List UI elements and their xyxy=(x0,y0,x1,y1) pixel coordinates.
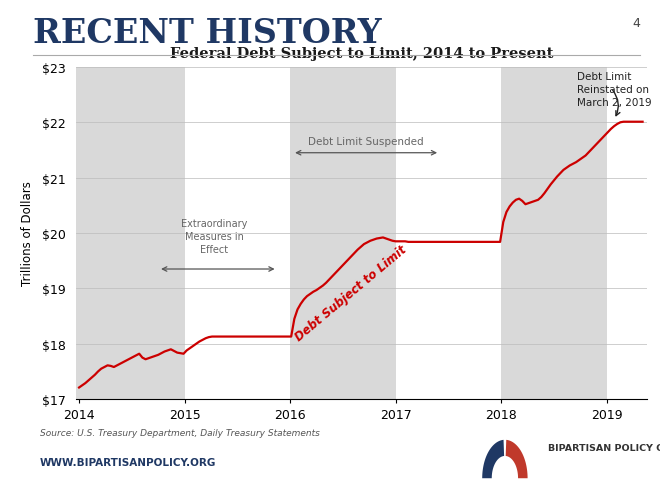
Text: BIPARTISAN POLICY CENTER: BIPARTISAN POLICY CENTER xyxy=(548,443,660,452)
Text: Extraordinary
Measures in
Effect: Extraordinary Measures in Effect xyxy=(181,219,248,255)
Text: Debt Limit Suspended: Debt Limit Suspended xyxy=(308,136,424,146)
Polygon shape xyxy=(506,440,527,478)
Y-axis label: Trillions of Dollars: Trillions of Dollars xyxy=(21,181,34,286)
Text: Debt Limit
Reinstated on
March 2, 2019: Debt Limit Reinstated on March 2, 2019 xyxy=(577,72,652,108)
Text: RECENT HISTORY: RECENT HISTORY xyxy=(33,17,381,50)
Bar xyxy=(76,68,185,399)
Text: Source: U.S. Treasury Department, Daily Treasury Statements: Source: U.S. Treasury Department, Daily … xyxy=(40,428,319,438)
Title: Federal Debt Subject to Limit, 2014 to Present: Federal Debt Subject to Limit, 2014 to P… xyxy=(170,47,553,61)
Bar xyxy=(290,68,395,399)
Text: 4: 4 xyxy=(632,17,640,30)
Text: Debt Subject to Limit: Debt Subject to Limit xyxy=(293,243,410,344)
Text: WWW.BIPARTISANPOLICY.ORG: WWW.BIPARTISANPOLICY.ORG xyxy=(40,457,216,468)
Bar xyxy=(501,68,607,399)
Polygon shape xyxy=(482,440,504,478)
